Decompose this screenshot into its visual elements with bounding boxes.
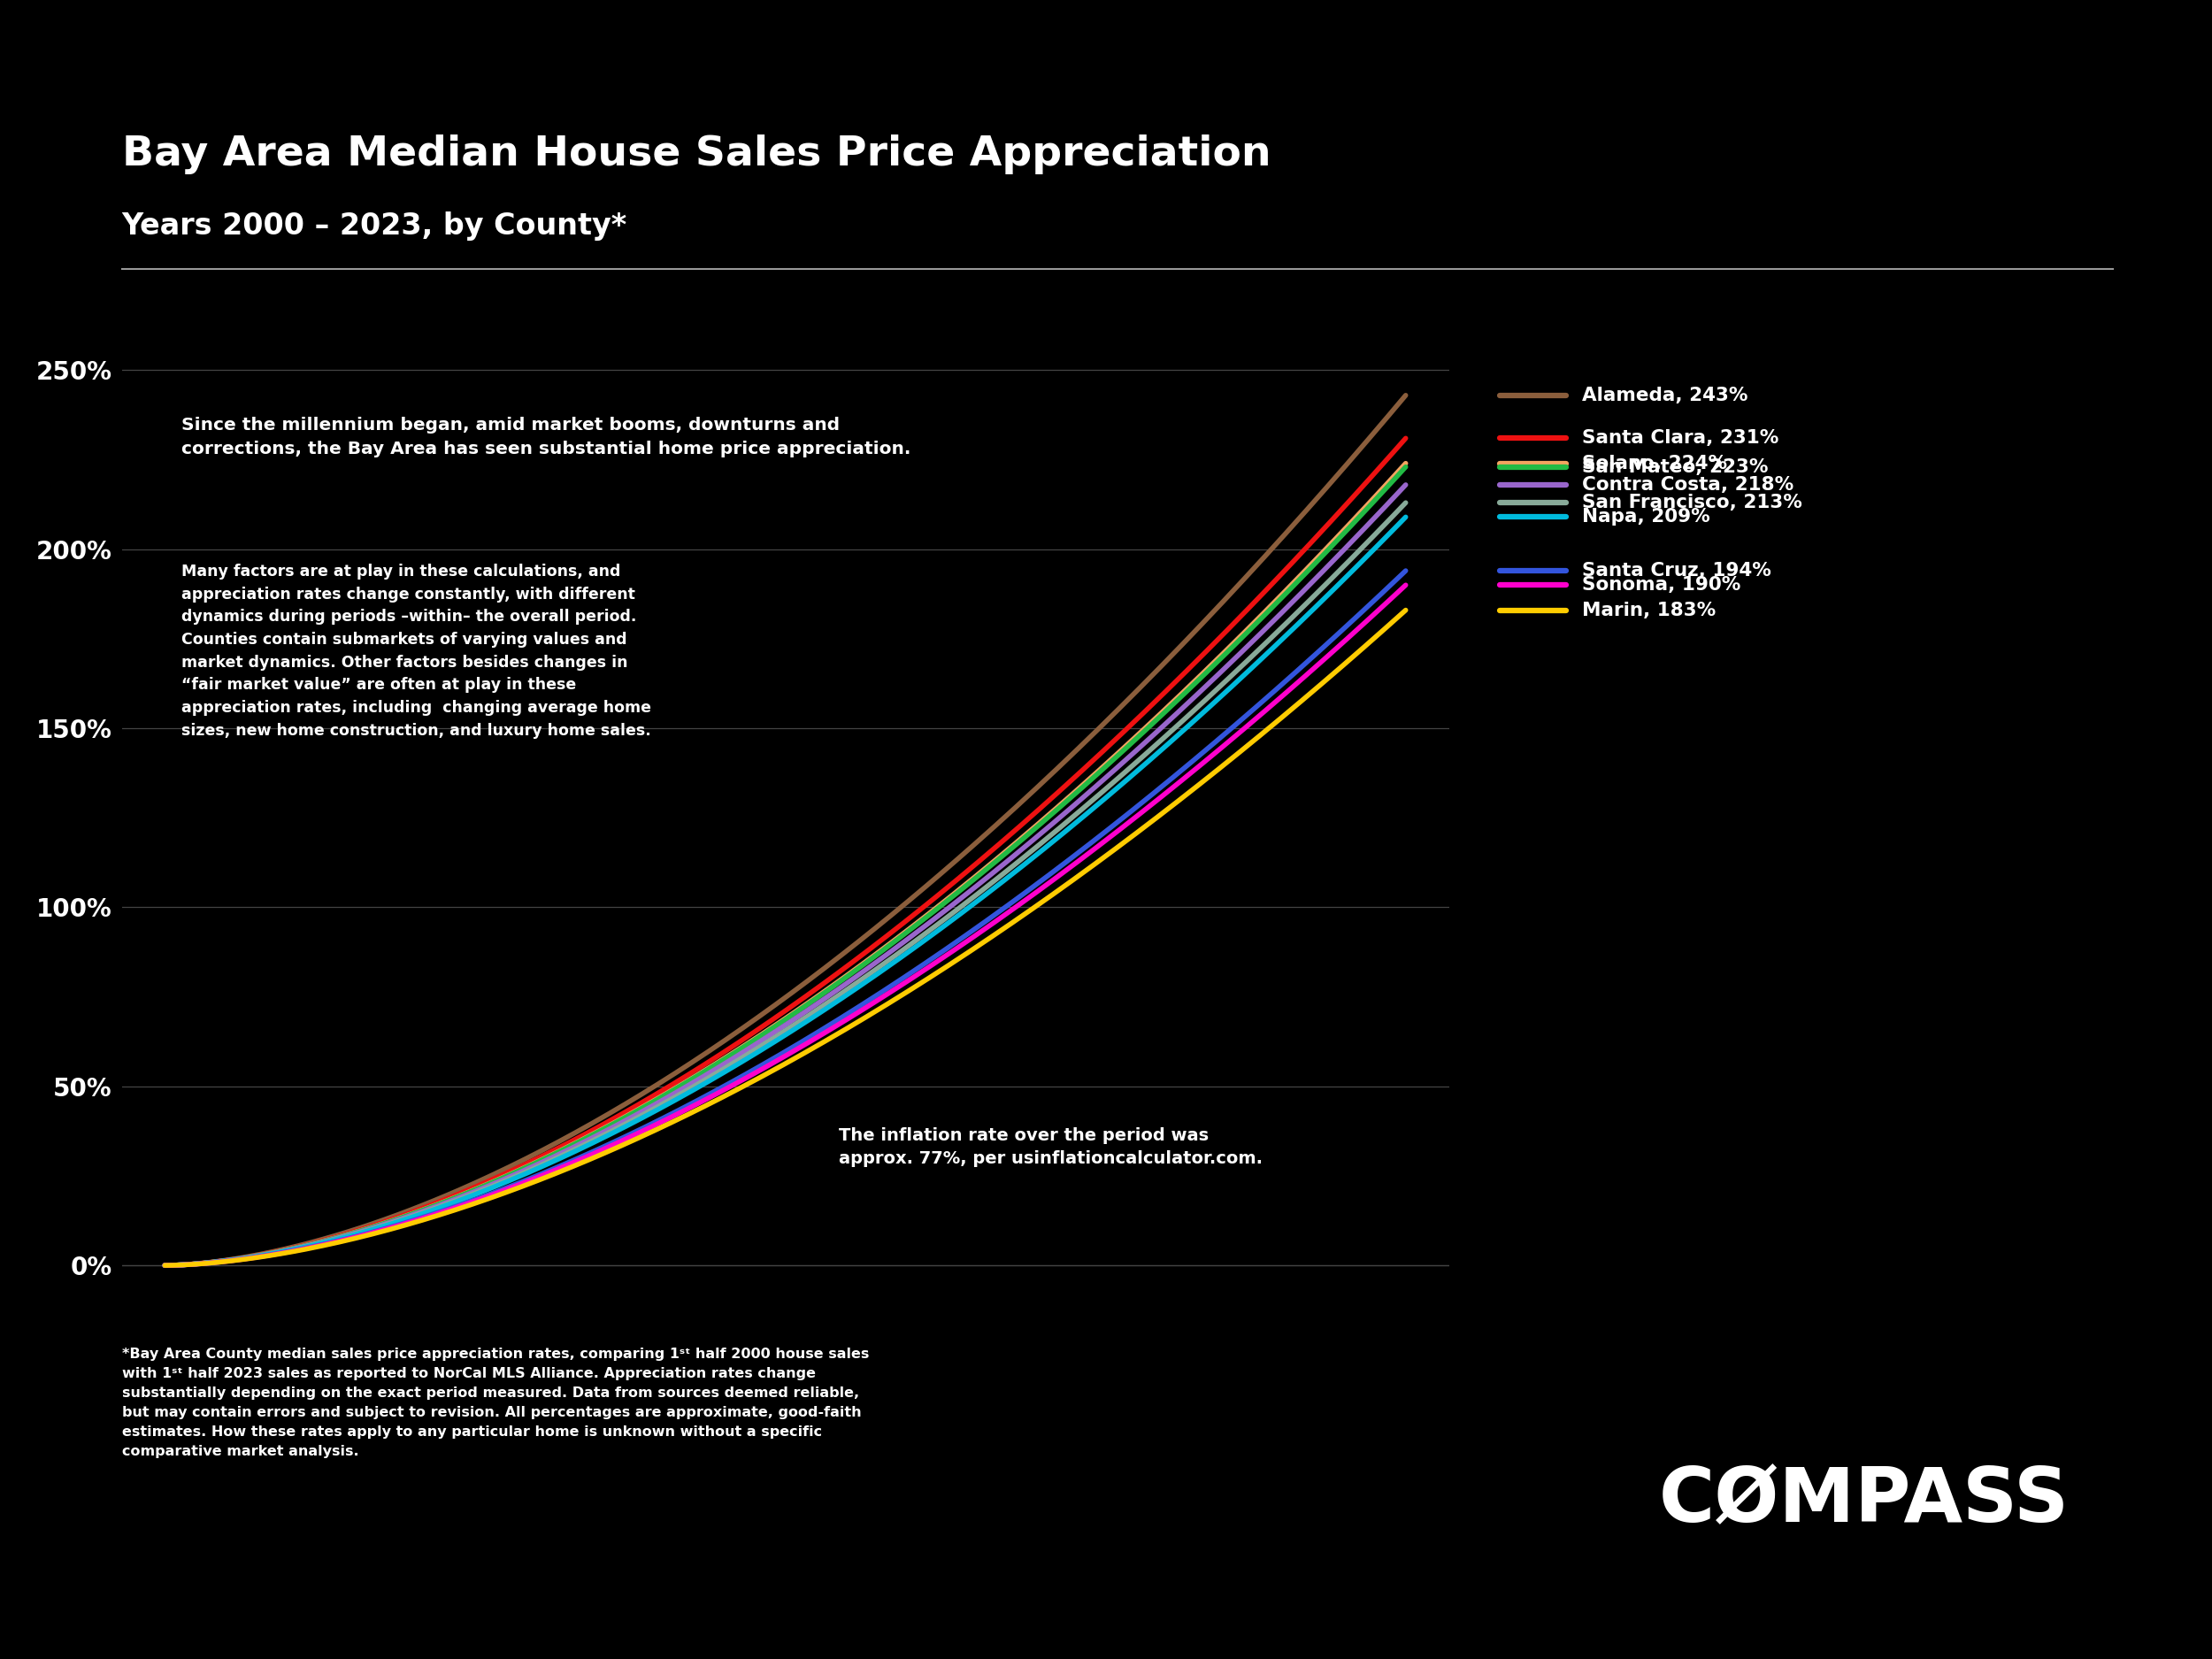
Text: Since the millennium began, amid market booms, downturns and
corrections, the Ba: Since the millennium began, amid market … xyxy=(181,416,911,456)
Text: Santa Cruz, 194%: Santa Cruz, 194% xyxy=(1582,562,1770,579)
Text: Solano, 224%: Solano, 224% xyxy=(1582,455,1728,473)
Text: Napa, 209%: Napa, 209% xyxy=(1582,508,1710,526)
Text: Bay Area Median House Sales Price Appreciation: Bay Area Median House Sales Price Apprec… xyxy=(122,134,1270,174)
Text: Marin, 183%: Marin, 183% xyxy=(1582,601,1714,619)
Text: Contra Costa, 218%: Contra Costa, 218% xyxy=(1582,476,1794,494)
Text: Many factors are at play in these calculations, and
appreciation rates change co: Many factors are at play in these calcul… xyxy=(181,564,650,738)
Text: San Mateo, 223%: San Mateo, 223% xyxy=(1582,458,1767,476)
Text: The inflation rate over the period was
approx. 77%, per usinflationcalculator.co: The inflation rate over the period was a… xyxy=(838,1126,1263,1168)
Text: CØMPASS: CØMPASS xyxy=(1659,1465,2070,1538)
Text: Alameda, 243%: Alameda, 243% xyxy=(1582,387,1747,405)
Text: Santa Clara, 231%: Santa Clara, 231% xyxy=(1582,430,1778,448)
Text: San Francisco, 213%: San Francisco, 213% xyxy=(1582,494,1801,511)
Text: Years 2000 – 2023, by County*: Years 2000 – 2023, by County* xyxy=(122,211,628,241)
Text: *Bay Area County median sales price appreciation rates, comparing 1ˢᵗ half 2000 : *Bay Area County median sales price appr… xyxy=(122,1347,869,1458)
Text: Sonoma, 190%: Sonoma, 190% xyxy=(1582,576,1741,594)
